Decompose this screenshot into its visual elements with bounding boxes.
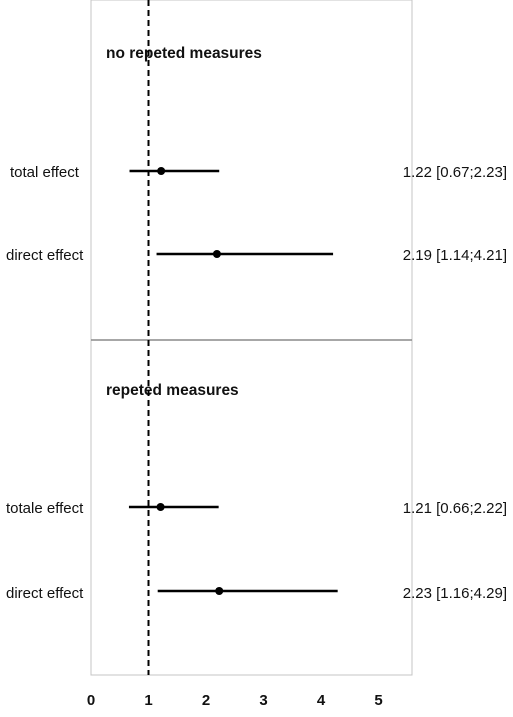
row-label: direct effect [6, 585, 84, 602]
panel-title-bottom: repeted measures [106, 382, 239, 399]
ci-text: 2.23 [1.16;4.29] [403, 585, 507, 602]
row-label: direct effect [6, 247, 84, 264]
row-label: total effect [10, 164, 80, 181]
x-tick-label: 0 [87, 692, 95, 709]
x-tick-label: 3 [259, 692, 267, 709]
point-estimate [156, 503, 165, 511]
point-estimate [212, 250, 221, 258]
ci-text: 2.19 [1.14;4.21] [403, 247, 507, 264]
x-tick-label: 5 [374, 692, 382, 709]
row-label: totale effect [6, 500, 84, 517]
point-estimate [157, 167, 166, 175]
ci-text: 1.22 [0.67;2.23] [403, 164, 507, 181]
ci-text: 1.21 [0.66;2.22] [403, 500, 507, 517]
panel-title-top: no repeted measures [106, 45, 262, 62]
point-estimate [215, 587, 224, 595]
x-tick-label: 1 [144, 692, 152, 709]
x-tick-label: 2 [202, 692, 210, 709]
x-tick-label: 4 [317, 692, 326, 709]
